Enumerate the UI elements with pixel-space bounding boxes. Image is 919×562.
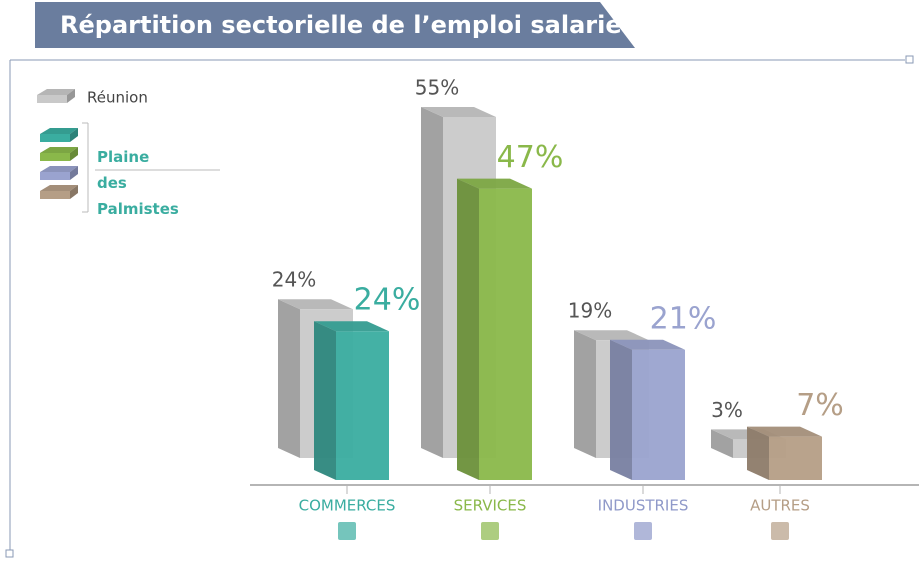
bar-reunion-face (574, 330, 649, 341)
legend-swatch (37, 95, 67, 103)
value-label: 19% (568, 299, 612, 323)
frame-corner (5, 549, 14, 558)
x-tick-label: COMMERCES (299, 497, 396, 515)
legend-swatch (40, 153, 70, 161)
legend-swatch (40, 128, 78, 134)
legend-swatch (37, 89, 75, 95)
title-note: 1 (628, 10, 637, 25)
category-icon (771, 522, 789, 540)
bar-plaine-face (747, 426, 769, 480)
value-label: 55% (415, 76, 459, 100)
bar-plaine (610, 339, 685, 480)
bar-reunion-face (278, 299, 353, 310)
bar-reunion-face (711, 429, 733, 458)
legend-swatch (67, 89, 75, 103)
title-text: Répartition sectorielle de l’emploi sala… (60, 11, 622, 39)
value-label: 21% (650, 301, 717, 336)
bar-plaine-face (457, 178, 479, 480)
x-tick-label: SERVICES (454, 497, 527, 515)
legend-swatch (70, 166, 78, 180)
bar-plaine-face (747, 426, 822, 437)
value-label: 7% (796, 388, 844, 423)
legend-swatch (40, 185, 78, 191)
legend-swatch (40, 191, 70, 199)
bar-plaine-face (314, 321, 336, 480)
title-banner (35, 2, 635, 48)
category-icon (481, 522, 499, 540)
bar-reunion-face (421, 107, 443, 458)
legend-label: Plaine des Palmistes (97, 148, 179, 218)
bar-plaine-face (610, 339, 685, 350)
bar-plaine-face (479, 188, 532, 480)
frame-corner (905, 55, 914, 64)
bar-plaine-face (457, 178, 532, 189)
legend-swatch (40, 147, 78, 153)
legend-swatch (40, 134, 70, 142)
legend-swatch (70, 128, 78, 142)
bar-plaine-face (632, 349, 685, 480)
bar-plaine (747, 426, 822, 480)
bar-plaine-face (769, 436, 822, 480)
bar-plaine-face (336, 331, 389, 480)
bar-plaine (314, 321, 389, 480)
bar-plaine-face (610, 339, 632, 480)
bar-reunion-face (278, 299, 300, 458)
bar-plaine (457, 178, 532, 480)
category-icon (634, 522, 652, 540)
bar-plaine-face (314, 321, 389, 332)
legend-swatch (70, 185, 78, 199)
legend-label: Réunion (87, 89, 148, 107)
value-label: 24% (272, 268, 316, 292)
chart-title: Répartition sectorielle de l’emploi sala… (60, 10, 637, 40)
value-label: 47% (497, 140, 564, 175)
value-label: 3% (711, 398, 743, 422)
x-tick-label: INDUSTRIES (598, 497, 689, 515)
legend-swatch (40, 172, 70, 180)
legend-swatch (70, 147, 78, 161)
bar-reunion-face (421, 107, 496, 117)
value-label: 24% (354, 283, 421, 318)
category-icon (338, 522, 356, 540)
x-tick-label: AUTRES (750, 497, 810, 515)
legend-swatch (40, 166, 78, 172)
bar-reunion-face (574, 330, 596, 458)
